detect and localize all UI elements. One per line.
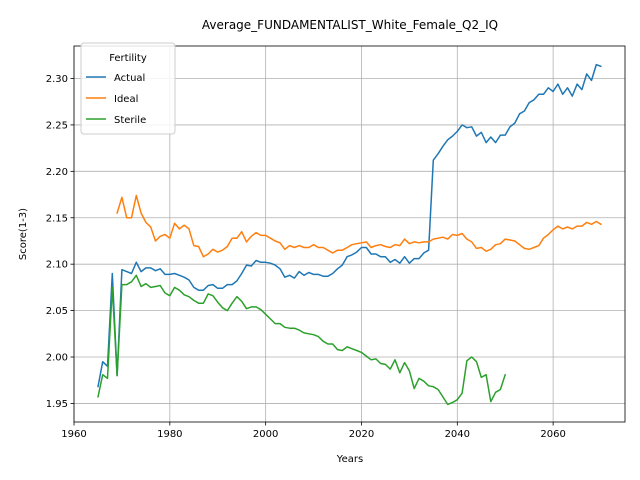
plot-frame [73,45,626,423]
series-line-sterile [97,274,506,406]
grid-lines [73,46,625,422]
series-group [97,63,602,406]
y-tick-label: 2.10 [46,260,68,271]
x-tick-label: 1980 [157,429,182,440]
y-axis-label: Score(1-3) [18,208,29,260]
legend: Fertility Actual Ideal Sterile [80,42,176,135]
axis-ticks: 1960 1980 2000 2020 2040 2060 1.95 2.00 2.05 2.10… [46,74,566,440]
y-tick-label: 2.30 [46,74,68,85]
y-tick-label: 2.05 [46,306,68,317]
series-line-actual [97,63,602,388]
legend-label-ideal: Ideal [114,94,138,105]
y-tick-label: 2.25 [46,120,68,131]
legend-label-sterile: Sterile [114,115,146,126]
legend-title: Fertility [109,53,147,64]
x-tick-label: 2040 [445,429,470,440]
x-tick-label: 2060 [540,429,565,440]
series-line-ideal [116,194,602,258]
y-tick-label: 2.15 [46,213,68,224]
y-tick-label: 2.20 [46,167,68,178]
legend-label-actual: Actual [114,73,145,84]
chart-title: Average_FUNDAMENTALIST_White_Female_Q2_I… [202,18,498,32]
x-tick-label: 2000 [253,429,278,440]
x-tick-label: 1960 [61,429,86,440]
y-tick-label: 2.00 [46,353,68,364]
x-tick-label: 2020 [349,429,374,440]
y-tick-label: 1.95 [46,399,68,410]
x-axis-label: Years [336,454,363,465]
legend-box [80,42,176,135]
